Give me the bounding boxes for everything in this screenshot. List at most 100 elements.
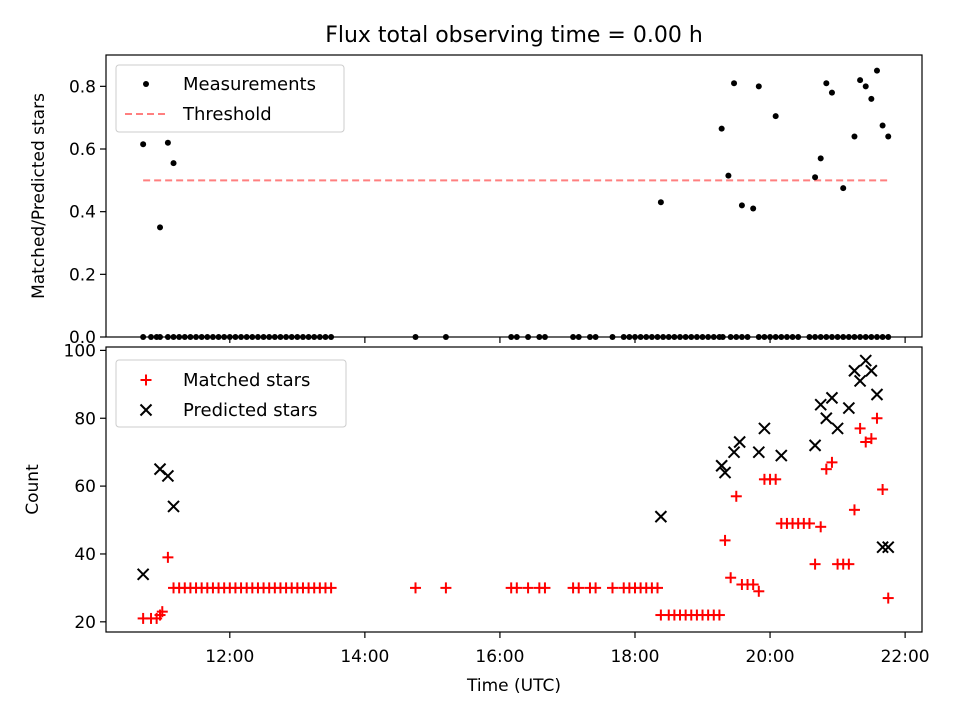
predicted-point-b xyxy=(718,466,732,479)
predicted-point xyxy=(715,459,728,472)
predicted-point xyxy=(825,391,839,405)
predicted-point-b xyxy=(831,422,844,435)
predicted-point xyxy=(775,449,788,462)
top-ytick-label: 0.4 xyxy=(69,203,96,223)
matched-point xyxy=(325,582,337,594)
predicted-point xyxy=(161,469,175,483)
predicted-point xyxy=(808,439,822,452)
predicted-point xyxy=(718,466,732,479)
matched-point xyxy=(809,558,821,570)
measurement-point xyxy=(823,80,830,87)
measurement-point xyxy=(170,160,177,167)
measurement-point xyxy=(755,83,762,90)
top-ytick-label: 0.0 xyxy=(69,328,96,348)
matched-point xyxy=(820,463,832,475)
bottom-legend: Matched stars Predicted stars xyxy=(115,359,347,428)
matched-point xyxy=(730,490,742,502)
measurement-point xyxy=(828,89,835,96)
bottom-xtick-label: 14:00 xyxy=(340,647,389,667)
matched-point xyxy=(882,592,894,604)
matched-point xyxy=(606,582,618,594)
predicted-point xyxy=(859,354,872,367)
matched-point xyxy=(865,433,877,445)
measurement-point xyxy=(840,185,847,192)
matched-point xyxy=(410,582,422,594)
measurement-point xyxy=(879,122,886,129)
matched-point xyxy=(815,521,827,533)
top-ytick-label: 0.8 xyxy=(69,77,96,97)
measurement-point xyxy=(725,172,732,179)
predicted-point-b xyxy=(153,462,167,476)
bottom-ylabel: Count xyxy=(23,464,43,515)
matched-point xyxy=(843,558,855,570)
bottom-axes-frame xyxy=(105,346,923,633)
measurement-point xyxy=(812,174,819,181)
predicted-point xyxy=(848,364,861,377)
matched-point xyxy=(877,484,889,495)
bottom-legend-frame xyxy=(115,359,347,428)
measurement-point xyxy=(862,83,869,90)
legend-measurement-marker xyxy=(143,81,149,87)
bottom-ytick-label: 80 xyxy=(74,409,96,429)
legend-predicted-label: Predicted stars xyxy=(183,400,317,421)
top-ylabel: Matched/Predicted stars xyxy=(29,93,49,299)
predicted-point xyxy=(842,401,856,415)
matched-point xyxy=(860,436,872,448)
bottom-panel: 20 40 60 80 100 12:00 14:00 16:00 18:00 20:00 22:0… xyxy=(23,341,930,696)
predicted-point xyxy=(727,445,741,459)
measurement-point xyxy=(857,77,864,84)
legend-measurements-label: Measurements xyxy=(183,74,316,95)
matched-point xyxy=(156,606,168,618)
predicted-point-b xyxy=(167,500,180,513)
matched-point xyxy=(652,582,664,594)
matched-point xyxy=(753,585,765,597)
matched-point xyxy=(871,412,883,424)
bottom-xtick-label: 20:00 xyxy=(746,647,795,667)
bottom-ytick-label: 100 xyxy=(64,341,96,361)
measurement-point xyxy=(157,224,164,231)
matched-point xyxy=(162,551,174,563)
measurement-point xyxy=(657,199,664,206)
matched-point xyxy=(511,582,523,594)
bottom-xlabel: Time (UTC) xyxy=(466,676,561,696)
predicted-point xyxy=(654,510,668,523)
predicted-point xyxy=(758,422,771,435)
measurement-point xyxy=(140,141,147,148)
chart-title: Flux total observing time = 0.00 h xyxy=(325,23,703,48)
predicted-point-b xyxy=(870,388,884,401)
predicted-point-b xyxy=(865,364,878,377)
legend-predicted-marker xyxy=(139,403,153,417)
legend-matched-marker xyxy=(140,374,152,386)
measurement-point xyxy=(817,155,824,162)
bottom-xtick-label: 18:00 xyxy=(610,647,659,667)
predicted-point xyxy=(882,540,895,554)
measurement-point xyxy=(731,80,738,87)
predicted-point-b xyxy=(654,510,668,523)
matched-point xyxy=(539,582,551,594)
measurement-point xyxy=(718,125,725,132)
predicted-point xyxy=(814,398,827,411)
predicted-point-b xyxy=(136,568,150,581)
measurement-point xyxy=(868,95,875,102)
predicted-point-b xyxy=(775,449,788,462)
top-legend: Measurements Threshold xyxy=(115,64,345,133)
predicted-point-b xyxy=(814,398,827,411)
predicted-point xyxy=(136,568,150,581)
bottom-xtick-label: 16:00 xyxy=(475,647,524,667)
predicted-point xyxy=(853,374,867,388)
predicted-point xyxy=(733,435,746,449)
predicted-point-b xyxy=(733,435,746,449)
predicted-point-b xyxy=(715,459,728,472)
matched-point xyxy=(854,422,866,434)
matched-point xyxy=(713,609,725,621)
bottom-xtick-label: 22:00 xyxy=(881,647,930,667)
bottom-ytick-label: 60 xyxy=(74,477,96,497)
measurement-point xyxy=(772,113,779,120)
predicted-point xyxy=(831,422,844,435)
measurement-point xyxy=(164,139,171,146)
measurement-point xyxy=(738,202,745,209)
predicted-point-b xyxy=(820,412,833,425)
top-legend-frame xyxy=(115,64,345,133)
measurement-point xyxy=(851,133,858,140)
